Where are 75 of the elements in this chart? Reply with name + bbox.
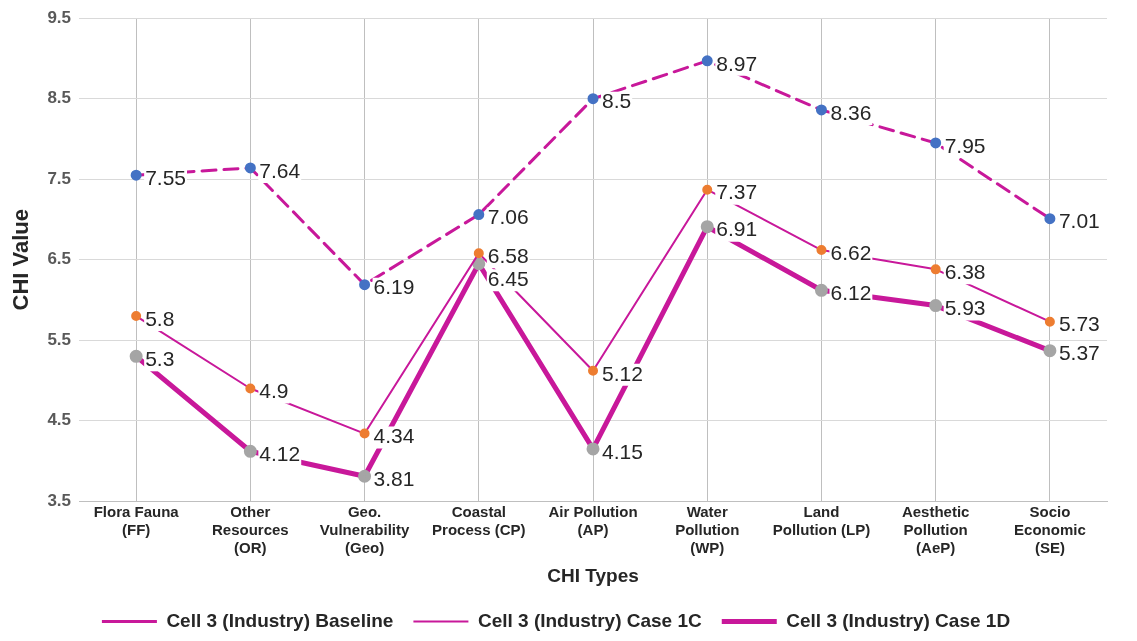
- y-tick-label: 9.5: [47, 7, 72, 27]
- point: [700, 220, 714, 234]
- x-tick-label: Land Pollution (LP): [772, 503, 871, 539]
- y-tick-label: 8.5: [47, 88, 72, 108]
- point: [586, 442, 600, 456]
- data-label: 7.37: [716, 180, 758, 204]
- data-label: 4.15: [602, 439, 643, 463]
- data-label: 6.12: [830, 281, 872, 305]
- x-axis-title: CHI Types: [547, 564, 639, 586]
- point: [701, 55, 713, 67]
- data-label: 6.38: [944, 260, 986, 284]
- data-label: 6.91: [716, 217, 758, 241]
- data-label: 5.3: [145, 347, 175, 371]
- data-label: 6.45: [487, 267, 529, 291]
- point: [1044, 213, 1056, 225]
- point: [473, 209, 485, 221]
- point: [816, 245, 827, 256]
- data-label: 6.62: [830, 240, 872, 264]
- data-label: 5.93: [944, 296, 986, 320]
- data-label: 5.8: [145, 306, 175, 330]
- point: [243, 444, 257, 458]
- y-tick-label: 3.5: [47, 490, 72, 510]
- point: [815, 104, 827, 116]
- y-tick-label: 4.5: [47, 410, 72, 430]
- point: [245, 383, 256, 394]
- data-label: 6.58: [487, 244, 529, 268]
- data-label: 7.06: [487, 205, 529, 229]
- data-label: 5.37: [1058, 341, 1100, 365]
- legend-label: Cell 3 (Industry) Baseline: [166, 609, 394, 631]
- data-label: 5.73: [1058, 312, 1100, 336]
- x-tick-label: Geo. Vulnerability (Geo): [319, 503, 410, 557]
- x-tick-label: Flora Fauna (FF): [93, 503, 180, 539]
- legend-label: Cell 3 (Industry) Case 1C: [477, 609, 703, 631]
- point: [814, 283, 828, 297]
- point: [1044, 316, 1055, 327]
- x-tick-label: Other Resources (OR): [212, 503, 289, 557]
- data-label: 3.81: [373, 467, 415, 491]
- point: [131, 311, 142, 322]
- point: [929, 299, 943, 313]
- x-tick-label: Aesthetic Pollution (AeP): [901, 503, 970, 557]
- data-label: 4.9: [259, 379, 289, 403]
- point: [130, 169, 142, 181]
- data-label: 7.64: [259, 158, 301, 182]
- x-tick-label: Socio Economic (SE): [1014, 503, 1086, 557]
- point: [1043, 344, 1057, 358]
- point: [930, 264, 941, 275]
- data-label: 5.12: [602, 361, 643, 385]
- data-label: 8.97: [716, 51, 758, 75]
- data-label: 8.5: [602, 89, 632, 113]
- point: [930, 137, 942, 149]
- data-label: 7.95: [944, 133, 986, 157]
- point: [358, 469, 372, 483]
- legend-label: Cell 3 (Industry) Case 1D: [786, 609, 1011, 631]
- point: [359, 279, 371, 291]
- y-axis-title: CHI Value: [8, 208, 34, 311]
- x-tick-label: Coastal Process (CP): [432, 503, 526, 539]
- x-tick-label: Water Pollution (WP): [675, 503, 740, 557]
- y-tick-label: 6.5: [47, 249, 72, 269]
- point: [588, 365, 599, 376]
- point: [587, 93, 599, 105]
- data-label: 4.34: [373, 424, 415, 448]
- point: [702, 184, 713, 195]
- data-label: 7.01: [1058, 209, 1100, 233]
- point: [359, 428, 370, 439]
- point: [129, 349, 143, 363]
- data-label: 7.55: [145, 165, 187, 189]
- point: [473, 248, 484, 259]
- point: [472, 257, 486, 271]
- data-label: 6.19: [373, 275, 415, 299]
- data-label: 8.36: [830, 100, 872, 124]
- data-label: 4.12: [259, 442, 301, 466]
- point: [244, 162, 256, 174]
- x-tick-label: Air Pollution (AP): [548, 503, 638, 539]
- y-tick-label: 7.5: [47, 168, 72, 188]
- y-tick-label: 5.5: [47, 329, 72, 349]
